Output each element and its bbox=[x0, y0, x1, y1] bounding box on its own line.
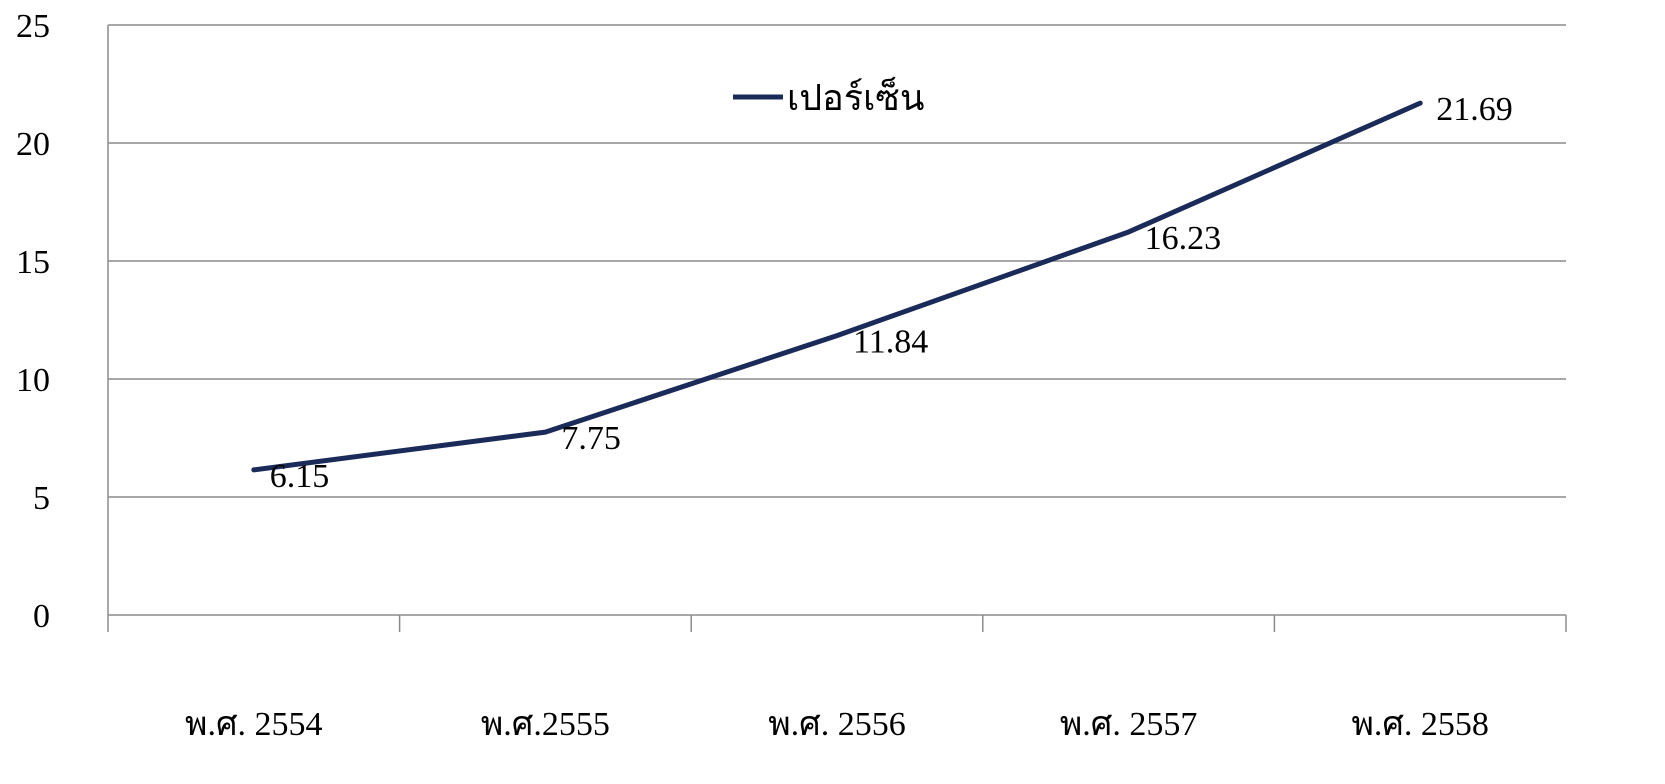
series-layer bbox=[251, 100, 1423, 473]
x-category-label: พ.ศ. 2558 bbox=[1351, 706, 1489, 743]
legend-label: เปอร์เซ็น bbox=[787, 75, 924, 118]
data-label: 21.69 bbox=[1436, 91, 1513, 128]
y-tick-label: 10 bbox=[16, 362, 50, 399]
gridlines bbox=[108, 24, 1566, 616]
series-line bbox=[251, 100, 1423, 473]
axes bbox=[107, 25, 1567, 632]
y-tick-label: 15 bbox=[16, 244, 50, 281]
x-category-label: พ.ศ.2555 bbox=[481, 706, 610, 743]
legend: เปอร์เซ็น bbox=[733, 75, 924, 118]
data-label: 11.84 bbox=[853, 324, 928, 361]
x-category-label: พ.ศ. 2557 bbox=[1060, 706, 1198, 743]
x-category-label: พ.ศ. 2554 bbox=[185, 706, 323, 743]
y-tick-label: 20 bbox=[16, 126, 50, 163]
y-tick-label: 25 bbox=[16, 8, 50, 45]
y-tick-label: 5 bbox=[33, 480, 50, 517]
y-tick-label: 0 bbox=[33, 598, 50, 635]
data-label: 7.75 bbox=[561, 420, 621, 457]
labels: 0 5 10 15 20 25 พ.ศ. 2554 พ.ศ.2555 พ.ศ. 2556 พ.ศ.… bbox=[16, 8, 1513, 743]
x-category-label: พ.ศ. 2556 bbox=[768, 706, 906, 743]
data-label: 6.15 bbox=[270, 458, 330, 495]
data-label: 16.23 bbox=[1145, 220, 1222, 257]
